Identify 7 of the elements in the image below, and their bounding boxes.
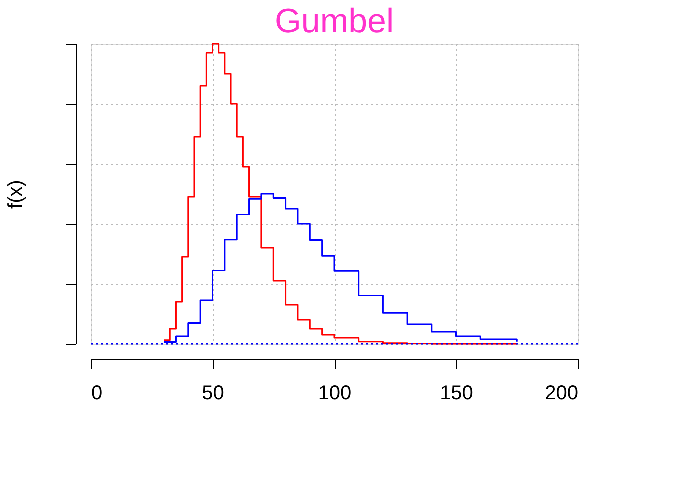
x-tick-label: 0 xyxy=(92,382,103,404)
x-tick-label: 50 xyxy=(202,382,224,404)
x-tick-label: 150 xyxy=(440,382,474,404)
x-tick-label: 200 xyxy=(545,382,578,404)
y-axis-title: f(x) xyxy=(5,180,27,209)
chart-title: Gumbel xyxy=(274,2,394,40)
x-tick-label: 100 xyxy=(318,382,352,404)
